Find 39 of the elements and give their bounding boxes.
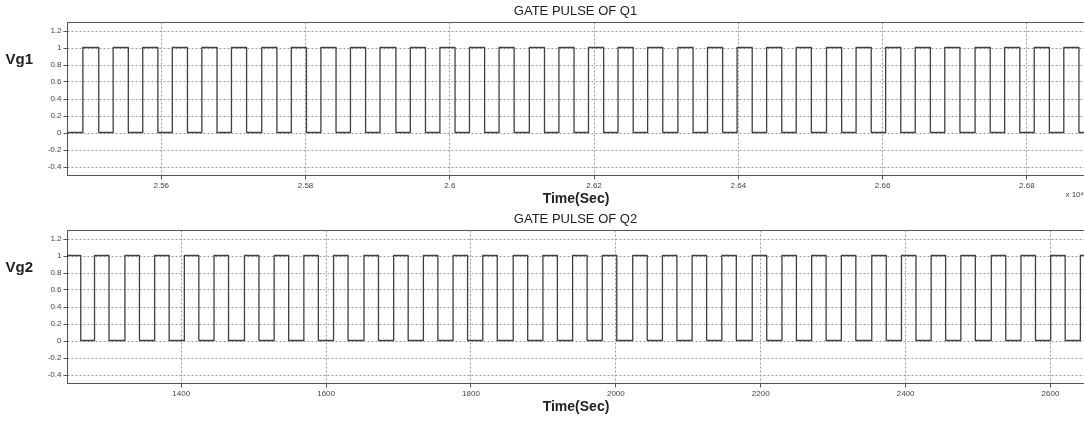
x-tick-label: 2.68 xyxy=(1019,180,1036,190)
x-axis-title: Time(Sec) xyxy=(542,189,610,206)
x-tick-label: 2.58 xyxy=(297,180,314,190)
x-tick-label: 2.56 xyxy=(153,180,170,190)
y-tick-label: 0.4 xyxy=(50,302,63,311)
y-tick-label: 0.6 xyxy=(50,77,63,86)
text: x 10⁴ xyxy=(1065,190,1084,199)
y-tick-label: 0 xyxy=(57,128,63,137)
y-tick-label: 0.2 xyxy=(50,111,63,120)
x-axis-title: Time(Sec) xyxy=(542,397,610,414)
x-tick-label: 1600 xyxy=(317,388,336,398)
y-tick-label: 1 xyxy=(57,43,63,52)
y-tick-label: 1 xyxy=(57,251,63,260)
y-tick-label: 1.2 xyxy=(50,234,63,243)
x-tick-label: 2.62 xyxy=(586,180,603,190)
x-tick-label: 2.64 xyxy=(730,180,747,190)
y-tick-label: -0.2 xyxy=(47,145,63,154)
y-tick-label: 1.2 xyxy=(50,26,63,35)
x-tick-label: 2.6 xyxy=(444,180,456,190)
y-axis-title: Vg2 xyxy=(5,257,34,275)
x-tick-label: 2.66 xyxy=(874,180,891,190)
chart-title: GATE PULSE OF Q2 xyxy=(513,211,638,226)
y-tick-label: 0.2 xyxy=(50,319,63,328)
y-tick-label: 0.4 xyxy=(50,94,63,103)
x-tick-label: 1400 xyxy=(172,388,191,398)
x-tick-label: 2600 xyxy=(1041,388,1060,398)
y-tick-label: -0.4 xyxy=(47,370,63,379)
x-tick-label: 2000 xyxy=(606,388,626,398)
x-tick-label: 2400 xyxy=(896,388,916,398)
x-tick-label: 1800 xyxy=(462,388,481,398)
chart-title: GATE PULSE OF Q1 xyxy=(513,3,638,18)
y-axis-title: Vg1 xyxy=(5,49,34,67)
y-tick-label: 0.8 xyxy=(50,60,63,69)
y-tick-label: 0 xyxy=(57,336,63,345)
y-tick-label: 0.8 xyxy=(50,268,63,277)
y-tick-label: -0.2 xyxy=(47,353,63,362)
y-tick-label: 0.6 xyxy=(50,285,63,294)
y-tick-label: -0.4 xyxy=(47,162,63,171)
x-tick-label: 2200 xyxy=(751,388,771,398)
